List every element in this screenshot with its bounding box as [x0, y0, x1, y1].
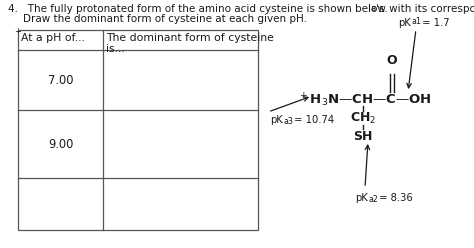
Text: $^+$H$_3$N—CH—C—OH: $^+$H$_3$N—CH—C—OH: [298, 91, 432, 109]
Text: pK: pK: [270, 115, 283, 125]
Text: 4.   The fully protonated form of the amino acid cysteine is shown below with it: 4. The fully protonated form of the amin…: [8, 4, 474, 14]
Text: is...: is...: [106, 44, 125, 54]
Bar: [18, 30, 258, 230]
Text: 7.00: 7.00: [48, 73, 73, 87]
Text: a3: a3: [284, 118, 294, 126]
Text: a2: a2: [369, 195, 379, 205]
Text: CH$_2$: CH$_2$: [350, 110, 376, 125]
Text: SH: SH: [353, 129, 373, 143]
Text: a: a: [371, 4, 376, 13]
Text: = 8.36: = 8.36: [376, 193, 413, 203]
Text: a1: a1: [412, 17, 422, 26]
Text: = 10.74: = 10.74: [291, 115, 334, 125]
Text: At a pH of...: At a pH of...: [21, 33, 85, 43]
Text: = 1.7: = 1.7: [419, 18, 450, 28]
Text: pK: pK: [398, 18, 411, 28]
Text: 9.00: 9.00: [48, 137, 73, 151]
Text: Draw the dominant form of cysteine at each given pH.: Draw the dominant form of cysteine at ea…: [23, 14, 307, 24]
Text: +: +: [14, 27, 21, 36]
Text: The dominant form of cysteine: The dominant form of cysteine: [106, 33, 274, 43]
Text: 's.: 's.: [376, 4, 388, 14]
Text: pK: pK: [355, 193, 368, 203]
Text: O: O: [387, 54, 397, 67]
